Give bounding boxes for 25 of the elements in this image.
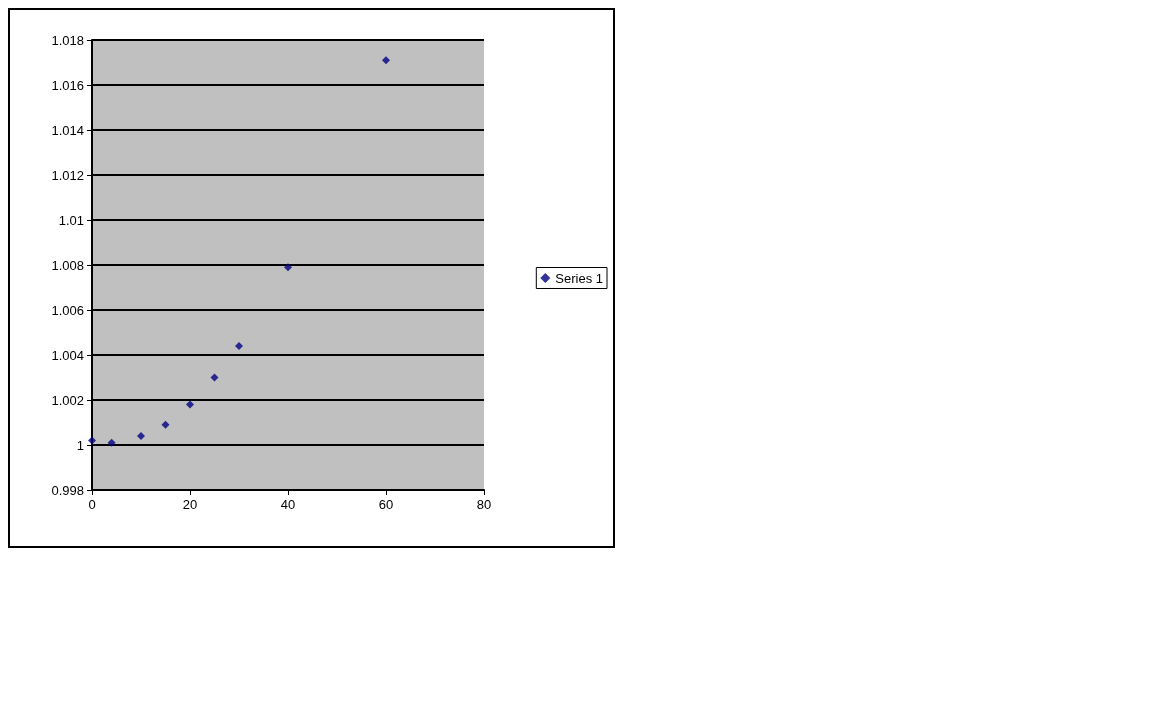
point bbox=[382, 56, 390, 65]
x-tick-label: 0 bbox=[88, 497, 96, 512]
point bbox=[137, 432, 145, 440]
y-tick-label: 1.018 bbox=[51, 32, 84, 48]
point bbox=[235, 342, 243, 350]
y-tick-label: 1.014 bbox=[51, 122, 84, 138]
x-tick-label: 80 bbox=[476, 497, 492, 512]
x-tick-label: 40 bbox=[280, 497, 296, 512]
point bbox=[186, 400, 194, 409]
point bbox=[161, 420, 170, 429]
y-tick-label: 1.004 bbox=[51, 347, 84, 363]
legend-label: Series 1 bbox=[555, 270, 604, 286]
y-tick-label: 0.998 bbox=[51, 482, 84, 498]
x-tick-label: 60 bbox=[378, 497, 394, 512]
y-tick-label: 1.006 bbox=[51, 302, 84, 318]
point bbox=[107, 438, 116, 447]
y-tick-label: 1.012 bbox=[51, 167, 84, 183]
y-tick-label: 1.008 bbox=[51, 257, 84, 273]
point bbox=[210, 373, 219, 382]
y-tick-label: 1.002 bbox=[51, 392, 84, 408]
y-tick-label: 1.01 bbox=[58, 212, 84, 228]
y-tick-label: 1 bbox=[76, 437, 84, 453]
point bbox=[284, 263, 292, 272]
y-tick-label: 1.016 bbox=[51, 77, 84, 93]
x-tick-label: 20 bbox=[182, 497, 198, 512]
